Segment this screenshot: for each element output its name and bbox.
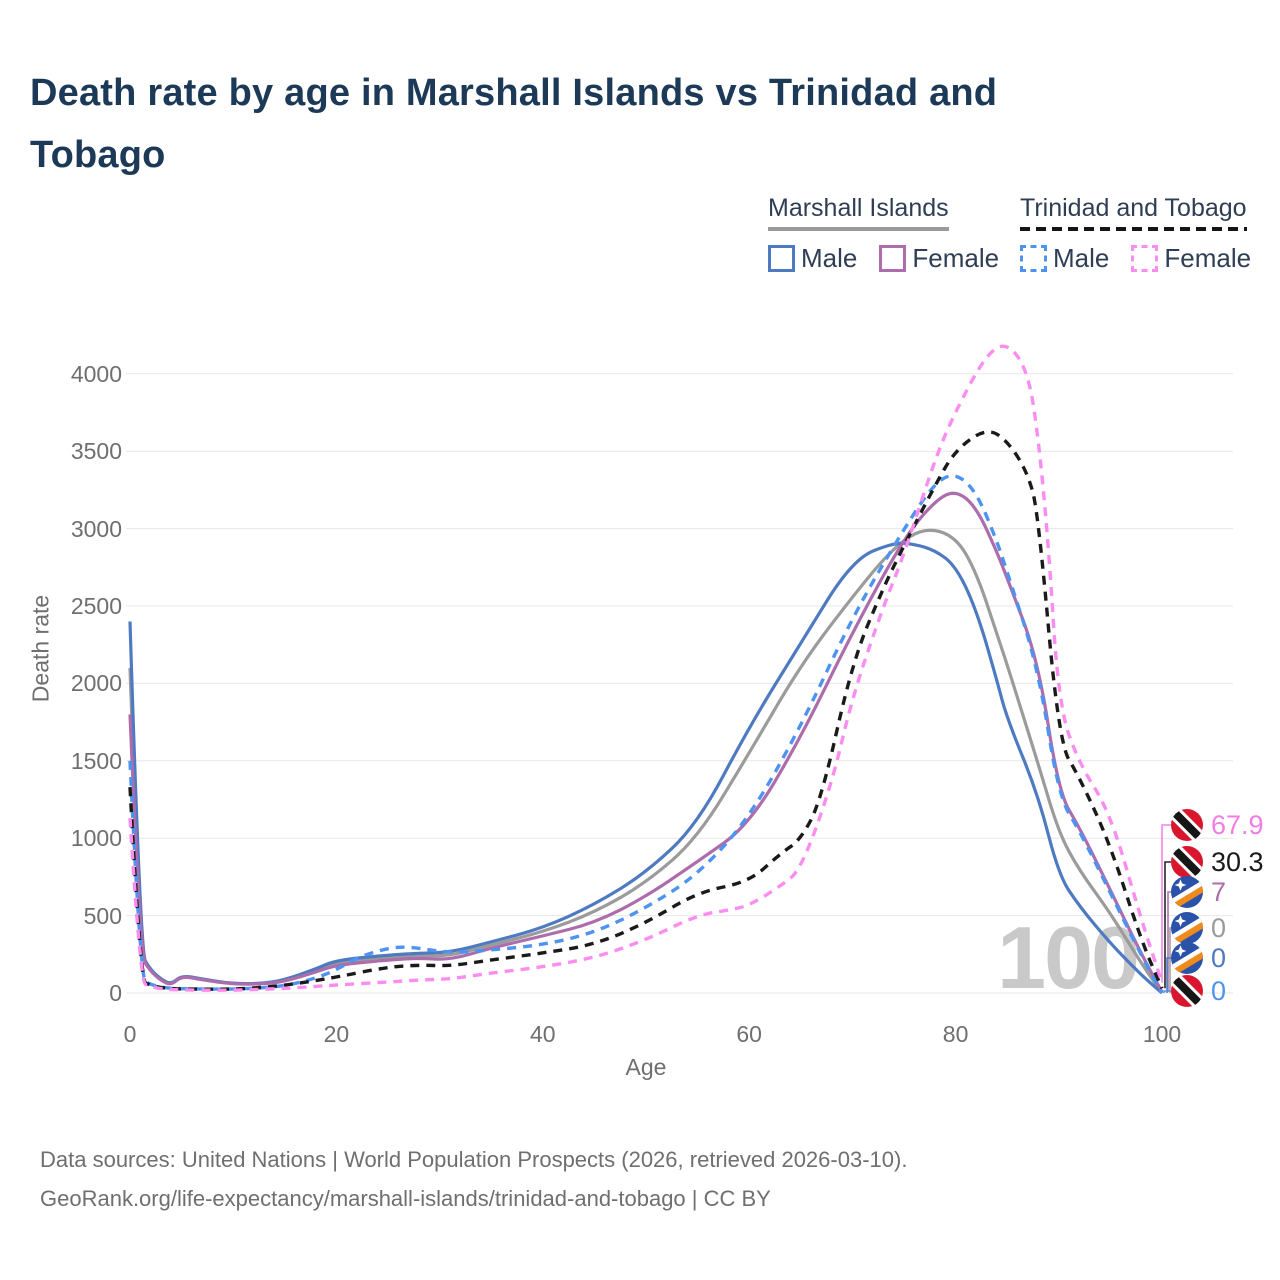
end-label-marshall-islands-female[interactable]: 7 [1171,876,1226,908]
y-axis-title: Death rate [27,594,54,703]
footer-source-url: GeoRank.org/life-expectancy/marshall-isl… [40,1186,771,1211]
series-lines [128,344,1164,995]
y-tick-1500: 1500 [70,747,122,774]
legend-group-trinidad-and-tobago: Trinidad and Tobago Male Female [1020,194,1273,274]
y-tick-0: 0 [109,980,122,1006]
marshall-islands-flag-icon [1171,876,1203,908]
y-tick-2000: 2000 [70,670,122,697]
legend-item-label: Male [801,243,858,273]
chart-title-line1: Death rate by age in Marshall Islands vs… [30,72,998,114]
y-tick-4000: 4000 [70,360,122,387]
series-line-marshall-islands-male [128,541,1164,995]
trinidad-and-tobago-flag-icon [1171,809,1203,841]
legend-underline-solid [768,227,949,231]
legend-item-marshall-islands-female[interactable]: Female [879,243,999,274]
legend-group-label: Trinidad and Tobago [1020,194,1247,222]
trinidad-and-tobago-flag-icon [1171,846,1203,878]
series-line-marshall-islands [128,528,1164,994]
end-label-leaders [1161,824,1171,993]
gridlines [126,373,1233,994]
dashed-line-swatch-icon [1131,245,1159,272]
trinidad-and-tobago-flag-icon [1171,975,1203,1007]
end-label-marshall-islands-male[interactable]: 0 [1171,942,1226,974]
end-label-marshall-islands[interactable]: 0 [1171,912,1226,944]
end-value-label: 30.3 [1211,846,1264,877]
legend-item-label: Female [912,243,1000,273]
leader-line-trinidad-and-tobago-female [1161,824,1171,983]
dashed-line-swatch-icon [1020,245,1047,272]
x-tick-60: 60 [736,1021,762,1047]
legend-items-trinidad-and-tobago: Male Female [1020,243,1273,274]
series-line-marshall-islands-female [128,491,1164,993]
y-tick-3500: 3500 [70,438,122,465]
hover-age-watermark: 100 [997,908,1138,1007]
x-tick-80: 80 [942,1021,969,1047]
marshall-islands-flag-icon [1171,942,1203,974]
legend-item-trinidad-and-tobago-female[interactable]: Female [1131,243,1251,274]
x-tick-20: 20 [323,1021,350,1047]
legend-item-marshall-islands-male[interactable]: Male [768,243,857,274]
x-tick-100: 100 [1142,1021,1182,1047]
chart-title: Death rate by age in Marshall Islands vs… [30,62,997,186]
end-value-label: 0 [1211,975,1227,1006]
legend-group-label: Marshall Islands [768,194,949,222]
end-value-label: 0 [1211,912,1227,943]
end-label-trinidad-and-tobago[interactable]: 30.3 [1171,846,1264,878]
x-tick-0: 0 [123,1021,137,1047]
footer-data-sources: Data sources: United Nations | World Pop… [40,1147,908,1172]
y-tick-2500: 2500 [70,593,122,619]
x-axis-title: Age [625,1054,667,1080]
y-tick-1000: 1000 [70,825,122,852]
series-line-trinidad-and-tobago-female [128,344,1164,992]
y-tick-3000: 3000 [70,515,122,542]
legend-item-trinidad-and-tobago-male[interactable]: Male [1020,243,1109,274]
end-value-label: 67.9 [1211,809,1264,840]
solid-line-swatch-icon [879,245,907,272]
leader-line-trinidad-and-tobago-male [1163,990,1171,993]
end-label-trinidad-and-tobago-female[interactable]: 67.9 [1171,809,1264,841]
solid-line-swatch-icon [768,245,795,272]
legend-group-marshall-islands: Marshall Islands Male Female [768,194,1021,274]
chart-title-line2: Tobago [30,134,166,176]
series-line-trinidad-and-tobago [128,430,1164,991]
legend-item-label: Male [1053,243,1110,273]
end-label-trinidad-and-tobago-male[interactable]: 0 [1171,975,1226,1007]
legend-group-header-trinidad-and-tobago[interactable]: Trinidad and Tobago [1020,194,1247,231]
legend-item-label: Female [1164,243,1252,273]
marshall-islands-flag-icon [1171,912,1203,944]
footer: Data sources: United Nations | World Pop… [40,1140,907,1218]
end-value-label: 0 [1211,942,1227,973]
legend-items-marshall-islands: Male Female [768,243,1021,274]
legend-underline-dashed [1020,227,1247,231]
x-tick-40: 40 [530,1021,556,1047]
y-tick-500: 500 [83,902,122,929]
end-value-label: 7 [1211,876,1227,907]
legend-group-header-marshall-islands[interactable]: Marshall Islands [768,194,949,231]
series-line-trinidad-and-tobago-male [128,474,1164,994]
